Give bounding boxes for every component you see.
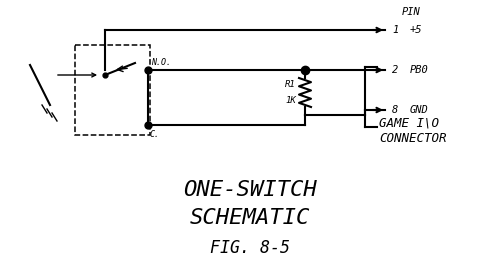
Text: FIG. 8-5: FIG. 8-5 — [210, 239, 290, 257]
Text: 1K: 1K — [285, 96, 296, 105]
Text: GAME I\O: GAME I\O — [379, 117, 439, 130]
Text: C.: C. — [150, 130, 160, 139]
Bar — [75, 45, 150, 135]
Text: 8: 8 — [392, 105, 398, 115]
Text: ONE-SWITCH: ONE-SWITCH — [183, 180, 317, 200]
Text: GND: GND — [410, 105, 429, 115]
Text: 2: 2 — [392, 65, 398, 75]
Text: 1: 1 — [392, 25, 398, 35]
Text: CONNECTOR: CONNECTOR — [379, 132, 446, 145]
Text: SCHEMATIC: SCHEMATIC — [190, 208, 310, 228]
Text: PB0: PB0 — [410, 65, 429, 75]
Text: R1: R1 — [285, 80, 296, 89]
Text: +5: +5 — [410, 25, 422, 35]
Text: PIN: PIN — [402, 7, 421, 17]
Text: N.O.: N.O. — [151, 58, 171, 67]
